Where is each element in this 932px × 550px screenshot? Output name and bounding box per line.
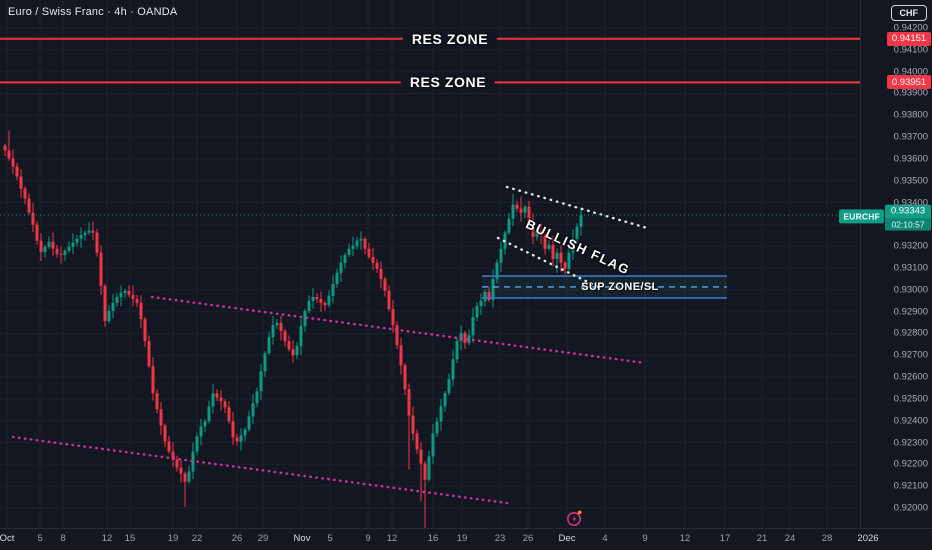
time-tick: 15 (124, 533, 136, 544)
currency-button[interactable]: CHF (890, 5, 927, 21)
time-tick: Dec (558, 533, 576, 544)
price-tick: 0.94000 (893, 66, 928, 78)
price-tick: 0.92400 (893, 415, 928, 427)
trendline[interactable] (11, 435, 509, 505)
price-tick: 0.92000 (893, 502, 928, 514)
time-tick: 24 (784, 533, 796, 544)
time-tick: 12 (101, 533, 113, 544)
time-tick: 8 (60, 533, 66, 544)
price-tick: 0.92600 (893, 371, 928, 383)
time-tick: 19 (167, 533, 179, 544)
time-tick: 9 (642, 533, 648, 544)
price-tick: 0.93800 (893, 109, 928, 121)
time-axis[interactable]: Oct 5 8 12 15 19 22 26 29 Nov 5 9 12 16 19 23 26 Dec 4 9 12 1… (0, 528, 932, 550)
res-price-axis-label: 0.94151 (887, 31, 931, 46)
time-tick: 5 (327, 533, 333, 544)
time-tick: 19 (456, 533, 468, 544)
gridlines (0, 0, 860, 528)
time-tick: 12 (679, 533, 691, 544)
price-tick: 0.92500 (893, 393, 928, 405)
candles-layer (3, 130, 583, 528)
bar-countdown: 02:10:57 (885, 218, 931, 231)
time-tick: Oct (0, 533, 15, 544)
time-tick: 21 (756, 533, 768, 544)
price-tick: 0.92700 (893, 349, 928, 361)
price-tick: 0.92800 (893, 327, 928, 339)
last-price-label: 0.93343 02:10:57 (885, 204, 931, 231)
chart-canvas[interactable]: Euro / Swiss Franc · 4h · OANDA RES ZONE… (0, 0, 861, 529)
price-tick: 0.93400 (893, 197, 928, 209)
time-tick: 9 (365, 533, 371, 544)
symbol-price-chip: EURCHF (839, 209, 884, 224)
time-tick: 5 (37, 533, 43, 544)
price-tick: 0.93500 (893, 175, 928, 187)
time-tick: 26 (231, 533, 243, 544)
price-tick: 0.93200 (893, 240, 928, 252)
res-price-axis-label: 0.93951 (887, 75, 931, 90)
price-tick: 0.93600 (893, 153, 928, 165)
time-tick: 28 (821, 533, 833, 544)
time-tick: 16 (427, 533, 439, 544)
flag-line[interactable] (496, 236, 602, 290)
price-tick: 0.93100 (893, 262, 928, 274)
price-tick: 0.92900 (893, 306, 928, 318)
price-tick: 0.92300 (893, 437, 928, 449)
time-tick: 29 (257, 533, 269, 544)
time-tick: Nov (293, 533, 311, 544)
price-tick: 0.93700 (893, 131, 928, 143)
time-tick: 23 (494, 533, 506, 544)
sup-zone-label[interactable]: SUP ZONE/SL (581, 280, 659, 293)
trendline[interactable] (150, 295, 647, 365)
flag-line[interactable] (505, 185, 649, 230)
price-tick: 0.94200 (893, 22, 928, 34)
time-tick: 17 (719, 533, 731, 544)
symbol-title: Euro / Swiss Franc · 4h · OANDA (8, 6, 178, 18)
res-zone-label[interactable]: RES ZONE (402, 30, 498, 47)
last-price-value: 0.93343 (885, 204, 931, 219)
time-tick: 2026 (857, 533, 879, 544)
time-tick: 4 (602, 533, 608, 544)
time-tick: 12 (386, 533, 398, 544)
time-tick: 26 (522, 533, 534, 544)
price-tick: 0.93900 (893, 87, 928, 99)
economic-event-icon[interactable] (566, 509, 584, 527)
price-tick: 0.93000 (893, 284, 928, 296)
price-tick: 0.92100 (893, 480, 928, 492)
res-zone-label[interactable]: RES ZONE (400, 74, 496, 91)
price-tick: 0.92200 (893, 458, 928, 470)
price-tick: 0.94100 (893, 44, 928, 56)
time-tick: 22 (191, 533, 203, 544)
price-axis[interactable]: CHF EURCHF 0.93343 02:10:57 0.94200 0.941… (839, 0, 932, 529)
